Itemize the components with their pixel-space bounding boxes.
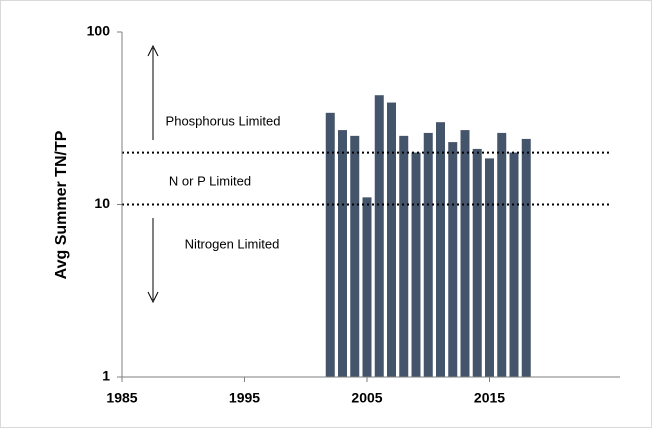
bar xyxy=(325,112,335,377)
bar xyxy=(362,197,372,377)
arrow-head xyxy=(147,44,159,57)
x-tick-label: 2005 xyxy=(351,390,382,406)
bar xyxy=(338,130,347,377)
arrows xyxy=(147,44,159,304)
y-tick-label: 10 xyxy=(94,195,110,211)
bar xyxy=(423,132,433,377)
x-tick-label: 1985 xyxy=(106,390,137,406)
bar xyxy=(436,122,445,377)
bar xyxy=(521,138,531,377)
bar xyxy=(387,102,396,378)
bar xyxy=(411,152,421,377)
annotation: N or P Limited xyxy=(169,173,251,188)
bar xyxy=(509,152,519,377)
arrow-head xyxy=(147,291,159,304)
bar xyxy=(448,142,458,377)
bar xyxy=(497,132,507,377)
bar xyxy=(485,158,494,377)
bar xyxy=(472,148,482,377)
x-tick-label: 1995 xyxy=(229,390,260,406)
bar xyxy=(350,135,360,377)
y-axis-title: Avg Summer TN/TP xyxy=(53,130,70,279)
y-tick-label: 100 xyxy=(87,23,111,39)
bar xyxy=(399,135,409,377)
y-tick-label: 1 xyxy=(102,368,110,384)
bar xyxy=(460,130,470,377)
annotation: Nitrogen Limited xyxy=(185,236,280,251)
annotation: Phosphorus Limited xyxy=(166,113,281,128)
x-tick-label: 2015 xyxy=(474,390,505,406)
bar xyxy=(374,95,384,378)
